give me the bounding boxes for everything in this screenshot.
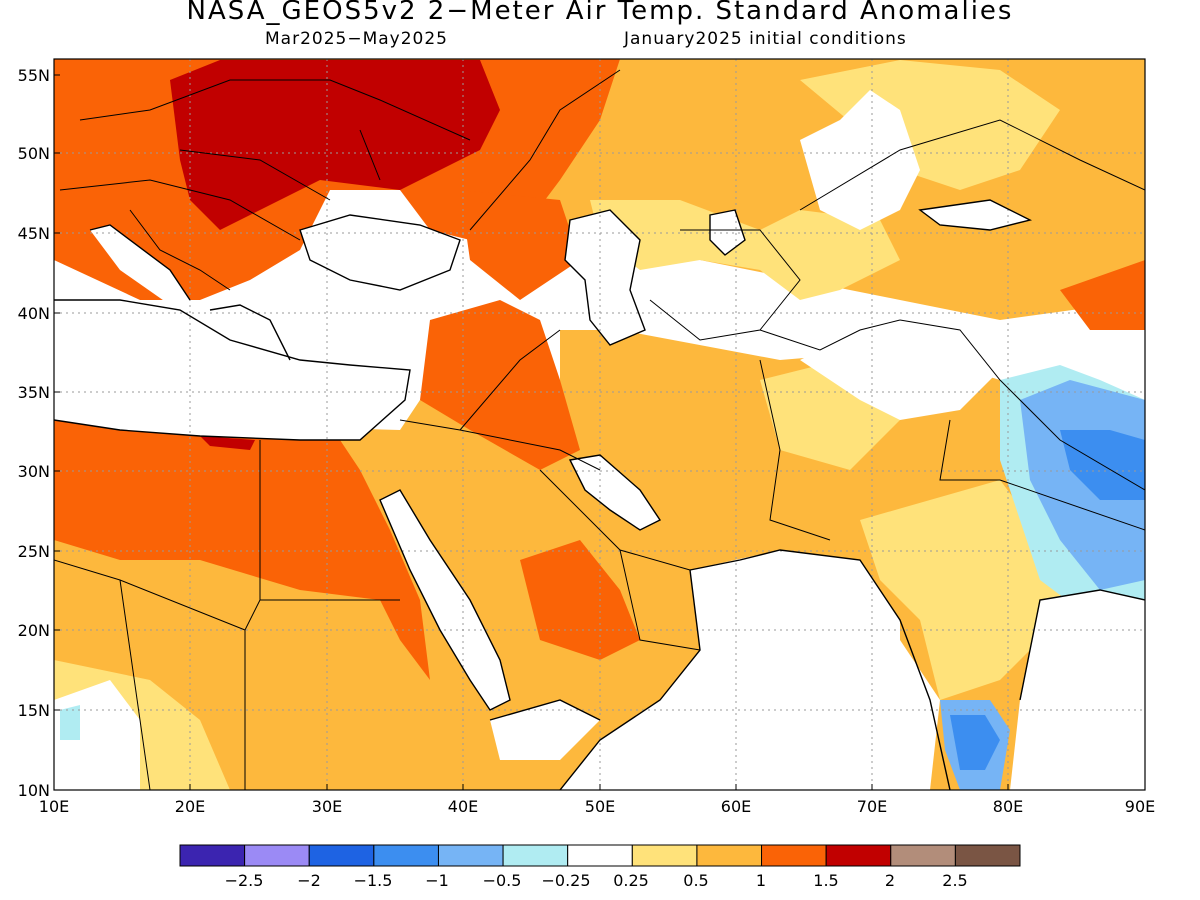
gridlines	[54, 59, 1145, 790]
lat-label: 20N	[18, 621, 50, 640]
field-orange-arabia	[520, 540, 640, 660]
lat-label: 10N	[18, 781, 50, 800]
colorbar-swatch	[696, 844, 763, 867]
colorbar-swatch	[761, 844, 827, 867]
colorbar-swatch	[179, 844, 246, 867]
colorbar-swatch	[244, 844, 310, 867]
latitude-labels: 55N 50N 45N 40N 35N 30N 25N 20N 15N 10N	[18, 66, 50, 800]
colorbar-label: −2.5	[225, 871, 264, 890]
country-borders	[54, 69, 1145, 790]
field-cyan-somalia	[60, 705, 80, 740]
colorbar-swatch	[502, 844, 569, 867]
lon-label: 10E	[39, 797, 69, 816]
field-white-afghanistan	[800, 320, 1000, 420]
sea-adriatic	[90, 225, 190, 305]
sea-arabian	[560, 550, 900, 790]
colorbar-label: 2	[885, 871, 895, 890]
map-title: NASA_GEOS5v2 2−Meter Air Temp. Standard …	[186, 0, 1014, 26]
colorbar-swatch	[373, 844, 439, 867]
field-orange-caucasus	[460, 190, 580, 300]
sea-red	[380, 490, 510, 710]
lon-label: 20E	[175, 797, 205, 816]
lat-label: 15N	[18, 701, 50, 720]
field-orange-north-africa	[54, 420, 430, 680]
colorbar-swatch	[437, 844, 504, 867]
colorbar-label: 1	[756, 871, 766, 890]
field-yellow-india	[860, 480, 1060, 700]
field-red-eastern-europe	[170, 60, 500, 230]
field-yellow-central-asia	[590, 200, 900, 300]
field-orange-middle-east	[420, 300, 580, 470]
coastlines	[54, 199, 1145, 790]
lon-label: 50E	[585, 797, 615, 816]
colorbar-swatch	[890, 844, 956, 867]
sea-bay-of-bengal	[1010, 590, 1145, 790]
colorbar-swatch	[567, 844, 633, 867]
sea-balkhash	[920, 200, 1030, 230]
lon-label: 40E	[448, 797, 478, 816]
lat-label: 25N	[18, 542, 50, 561]
sea-persian-gulf	[570, 455, 660, 530]
lat-label: 40N	[18, 304, 50, 323]
lon-label: 60E	[721, 797, 751, 816]
colorbar-label: −1	[425, 871, 449, 890]
field-red-egypt-coast	[200, 436, 255, 450]
sea-gulf-of-aden	[490, 700, 600, 760]
longitude-labels: 10E 20E 30E 40E 50E 60E 70E 80E 90E	[39, 797, 1155, 816]
field-yellow-north	[800, 60, 1060, 190]
lon-label: 80E	[993, 797, 1023, 816]
lat-label: 50N	[18, 144, 50, 163]
forecast-period: Mar2025−May2025	[265, 29, 448, 49]
lat-label: 30N	[18, 462, 50, 481]
lon-label: 70E	[857, 797, 887, 816]
colorbar-swatch	[631, 844, 698, 867]
colorbar-label: 0.25	[613, 871, 649, 890]
colorbar-label: −0.25	[541, 871, 590, 890]
sea-caspian	[565, 210, 645, 345]
colorbar-labels: −2.5 −2 −1.5 −1 −0.5 −0.25 0.25 0.5 1 1.…	[225, 871, 968, 890]
sea-black	[300, 215, 460, 290]
field-blue-south-india	[950, 715, 1000, 770]
lon-label: 30E	[312, 797, 342, 816]
colorbar-label: −0.5	[483, 871, 522, 890]
colorbar-label: −1.5	[354, 871, 393, 890]
lat-label: 35N	[18, 383, 50, 402]
tick-marks	[54, 74, 1009, 790]
colorbar-swatch	[954, 844, 1021, 867]
colorbar-label: 0.5	[683, 871, 708, 890]
lon-label: 90E	[1125, 797, 1155, 816]
colorbar-label: −2	[297, 871, 321, 890]
colorbar-swatch	[308, 844, 375, 867]
colorbar-label: 2.5	[942, 871, 967, 890]
initial-conditions: January2025 initial conditions	[624, 29, 907, 49]
lat-label: 55N	[18, 66, 50, 85]
field-white-kazakhstan	[800, 90, 920, 230]
sea-mediterranean	[54, 300, 410, 440]
colorbar-legend	[179, 844, 1021, 867]
colorbar-swatch	[825, 844, 892, 867]
colorbar-label: 1.5	[813, 871, 838, 890]
lat-label: 45N	[18, 224, 50, 243]
